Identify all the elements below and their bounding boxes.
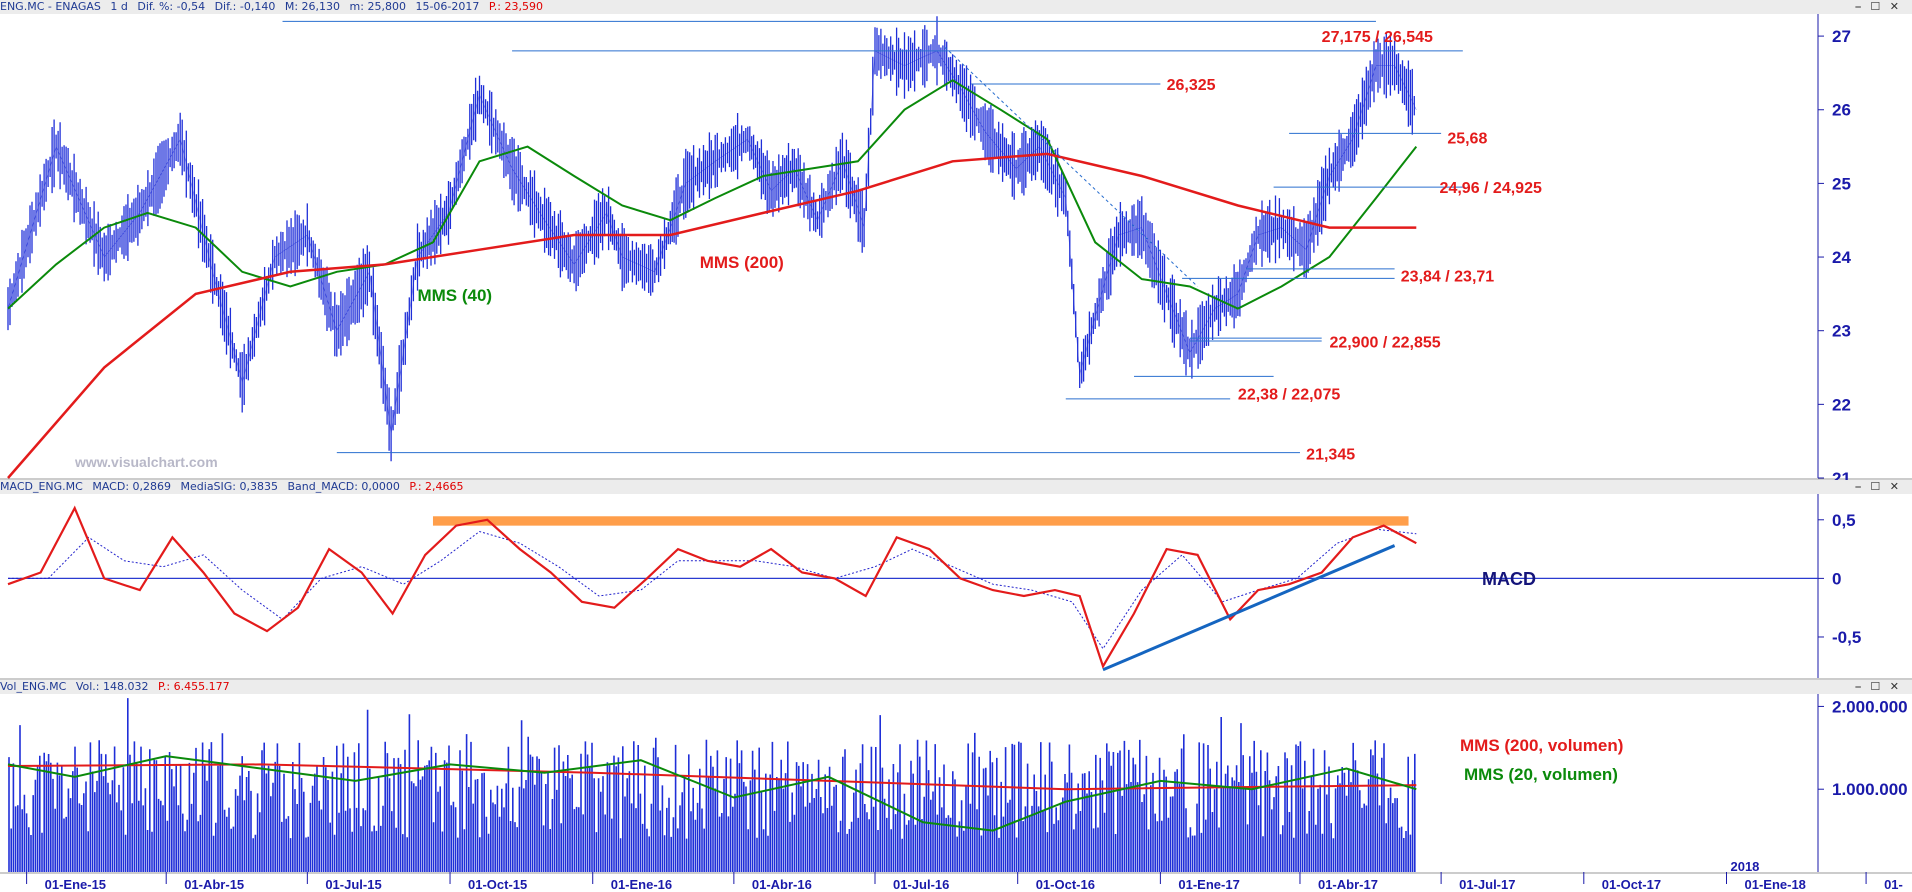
mms200-label: MMS (200) — [700, 253, 784, 272]
x-tick-label: 01-Jul-16 — [893, 877, 949, 892]
max-label: M: 26,130 — [284, 0, 341, 13]
y-tick-label: 25 — [1832, 174, 1851, 193]
watermark-text: www.visualchart.com — [74, 454, 218, 470]
x-year-label: 2018 — [1730, 859, 1759, 874]
level-label: 26,325 — [1167, 77, 1216, 94]
x-tick-label: 01-Oct-15 — [468, 877, 527, 892]
mms40-line — [7, 79, 1418, 310]
y-tick-label: 2.000.000 — [1832, 697, 1908, 716]
y-tick-label: 0 — [1832, 569, 1841, 588]
x-tick-label: 01-Ene-16 — [611, 877, 672, 892]
symbol-label: ENG.MC - ENAGAS — [0, 0, 101, 13]
x-tick-label: 01-Ene-15 — [45, 877, 106, 892]
macd-name-label: MACD_ENG.MC — [0, 480, 83, 493]
macd-panel-header: MACD_ENG.MC MACD: 0,2869 MediaSIG: 0,383… — [0, 480, 1912, 494]
p-label: P.: 23,590 — [488, 0, 543, 13]
macd-trendline — [1102, 544, 1396, 672]
y-tick-label: -0,5 — [1832, 628, 1861, 647]
x-tick-label: 01-Oct-17 — [1602, 877, 1661, 892]
level-label: 27,175 / 26,545 — [1322, 29, 1433, 46]
volume-mms200-label: MMS (200, volumen) — [1460, 736, 1623, 755]
signal-line — [8, 528, 1417, 650]
level-label: 25,68 — [1447, 131, 1487, 148]
macd-line — [7, 505, 1417, 669]
x-tick-label: 01-Abr-16 — [752, 877, 812, 892]
y-tick-label: 1.000.000 — [1832, 780, 1908, 799]
min-label: m: 25,800 — [349, 0, 406, 13]
price-panel-header: ENG.MC - ENAGAS 1 d Dif. %: -0,54 Dif.: … — [0, 0, 1912, 14]
vol-value-label: Vol.: 148.032 — [75, 680, 149, 693]
price-line — [7, 50, 1417, 434]
band-value-label: Band_MACD: 0,0000 — [287, 480, 400, 493]
level-label: 22,900 / 22,855 — [1329, 335, 1440, 352]
volume-mms20-label: MMS (20, volumen) — [1464, 765, 1618, 784]
x-tick-label: 01-Ene-17 — [1178, 877, 1239, 892]
level-label: 21,345 — [1306, 447, 1355, 464]
x-tick-label: 01-Ene-18 — [1744, 877, 1805, 892]
x-tick-label: 01- — [1884, 877, 1903, 892]
y-tick-label: 27 — [1832, 27, 1851, 46]
macd-title: MACD — [1482, 569, 1536, 589]
window-controls[interactable]: ⎯ ☐ ✕ — [1855, 680, 1902, 693]
macd-value-label: MACD: 0,2869 — [92, 480, 172, 493]
downtrend-line — [944, 46, 1198, 287]
macd-p-label: P.: 2,4665 — [409, 480, 464, 493]
dif-label: Dif.: -0,140 — [214, 0, 276, 13]
level-label: 24,96 / 24,925 — [1440, 180, 1542, 197]
level-label: 23,84 / 23,71 — [1401, 268, 1495, 285]
window-controls[interactable]: ⎯ ☐ ✕ — [1855, 480, 1902, 493]
level-label: 22,38 / 22,075 — [1238, 386, 1340, 403]
dif-pct-label: Dif. %: -0,54 — [137, 0, 206, 13]
y-tick-label: 0,5 — [1832, 511, 1856, 530]
x-tick-label: 01-Abr-15 — [184, 877, 244, 892]
macd-resistance-band — [432, 516, 1409, 526]
volume-panel-header: Vol_ENG.MC Vol.: 148.032 P.: 6.455.177 ⎯… — [0, 680, 1912, 694]
period-label: 1 d — [110, 0, 128, 13]
x-tick-label: 01-Abr-17 — [1318, 877, 1378, 892]
x-tick-label: 01-Oct-16 — [1036, 877, 1095, 892]
mms200-line — [7, 152, 1417, 479]
x-tick-label: 01-Jul-17 — [1459, 877, 1515, 892]
window-controls[interactable]: ⎯ ☐ ✕ — [1855, 0, 1902, 13]
volume-bars — [8, 698, 1416, 872]
x-tick-label: 01-Jul-15 — [325, 877, 381, 892]
volume-mms20-line — [7, 755, 1417, 832]
vol-name-label: Vol_ENG.MC — [0, 680, 67, 693]
y-tick-label: 26 — [1832, 101, 1851, 120]
date-label: 15-06-2017 — [415, 0, 480, 13]
mms40-label: MMS (40) — [417, 286, 492, 305]
vol-p-label: P.: 6.455.177 — [157, 680, 230, 693]
signal-value-label: MediaSIG: 0,3835 — [180, 480, 278, 493]
y-tick-label: 23 — [1832, 322, 1851, 341]
y-tick-label: 24 — [1832, 248, 1851, 267]
y-tick-label: 22 — [1832, 395, 1851, 414]
